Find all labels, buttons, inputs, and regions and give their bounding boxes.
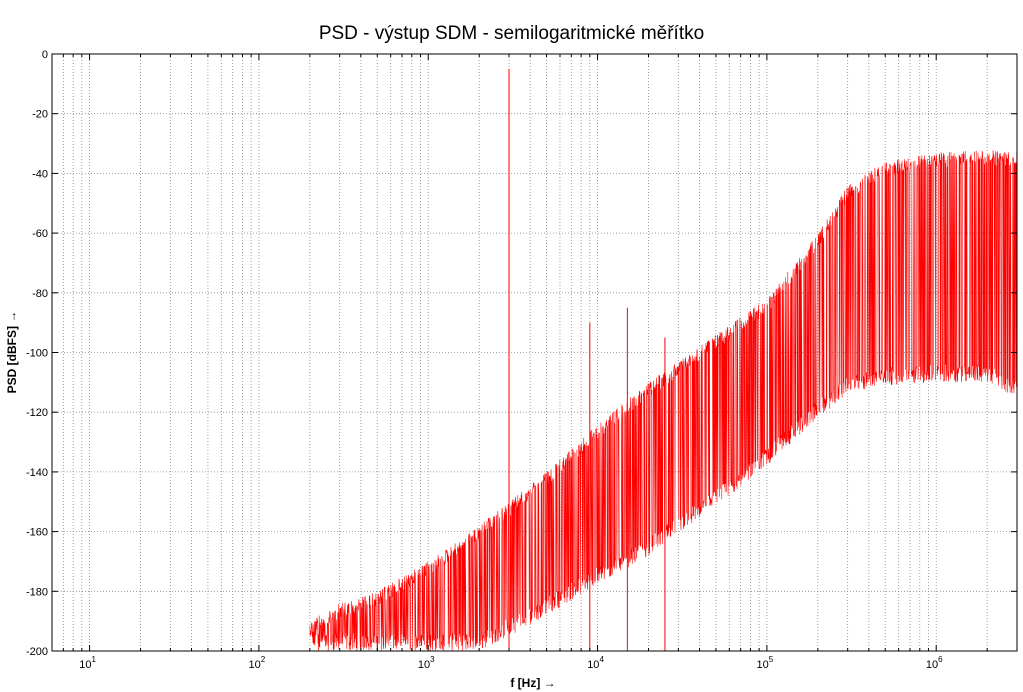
x-tick-exponent: 1 <box>91 655 96 664</box>
x-tick-exponent: 2 <box>261 655 266 664</box>
x-tick-label: 105 <box>757 655 774 671</box>
x-tick-label: 104 <box>587 655 604 671</box>
y-tick-label: -40 <box>32 168 48 180</box>
y-axis-label: PSD [dBFS] → <box>5 311 19 394</box>
y-tick-label: -180 <box>26 586 48 598</box>
psd-series-line <box>309 150 1018 652</box>
x-tick-label: 102 <box>249 655 266 671</box>
y-tick-label: 0 <box>42 49 48 61</box>
x-tick-exponent: 4 <box>599 655 604 664</box>
y-tick-label: -140 <box>26 467 48 479</box>
data-series <box>309 68 1018 652</box>
x-tick-exponent: 5 <box>769 655 774 664</box>
x-axis-label: f [Hz] → <box>510 676 555 690</box>
chart-title: PSD - výstup SDM - semilogaritmické měří… <box>318 23 705 44</box>
y-tick-label: -100 <box>26 348 48 360</box>
x-tick-label: 106 <box>926 655 943 671</box>
y-tick-label: -160 <box>26 527 48 539</box>
y-tick-label: -120 <box>26 407 48 419</box>
y-tick-label: -20 <box>32 109 48 121</box>
y-tick-label: -80 <box>32 288 48 300</box>
x-tick-exponent: 6 <box>938 655 943 664</box>
y-tick-label: -60 <box>32 228 48 240</box>
x-tick-exponent: 3 <box>430 655 435 664</box>
x-tick-label: 101 <box>79 655 96 671</box>
x-tick-label: 103 <box>418 655 435 671</box>
y-tick-label: -200 <box>26 646 48 658</box>
